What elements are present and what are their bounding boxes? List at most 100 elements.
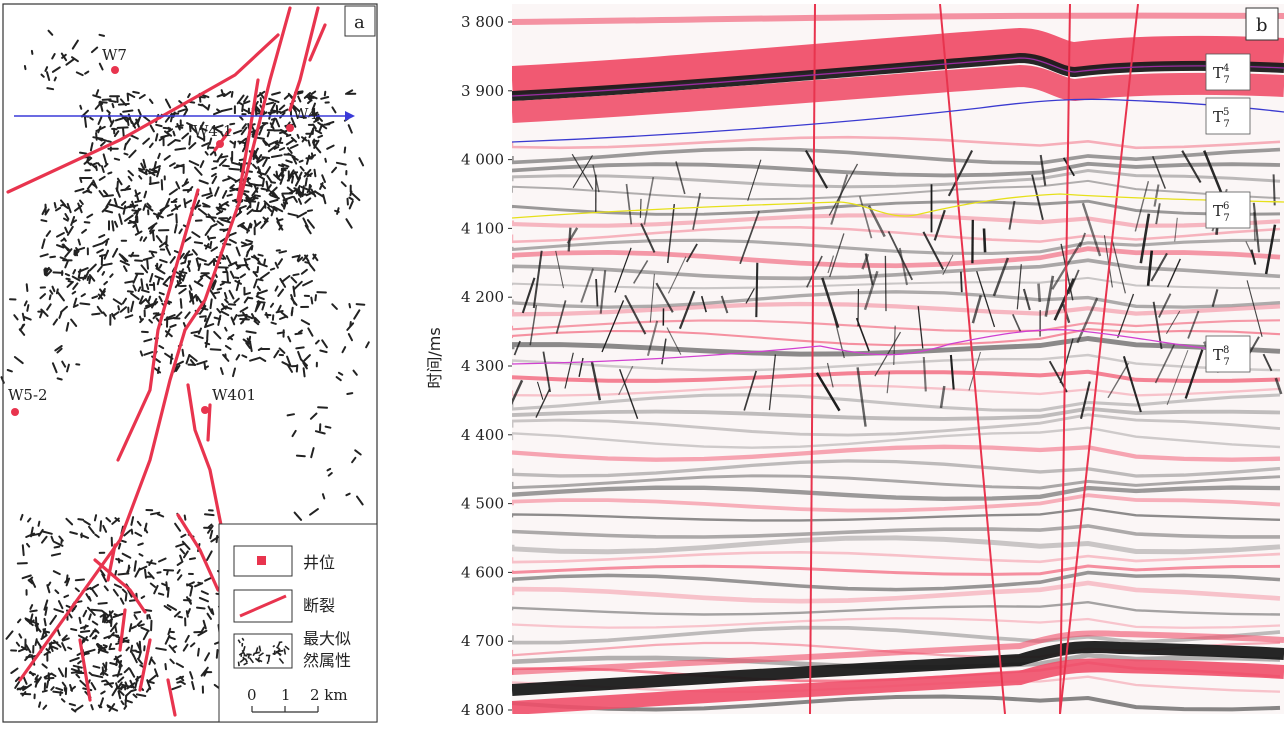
attribute-speck [166, 213, 174, 217]
fracture-trace [700, 295, 707, 313]
fracture-trace [821, 277, 840, 328]
attribute-speck [92, 665, 101, 669]
attribute-speck [238, 137, 247, 145]
attribute-speck [331, 106, 337, 114]
attribute-speck [229, 270, 235, 279]
attribute-speck [64, 578, 69, 584]
attribute-speck [91, 312, 101, 316]
attribute-speck [103, 280, 108, 286]
fracture-trace [1150, 252, 1168, 282]
attribute-speck [184, 252, 189, 264]
attribute-speck [165, 245, 171, 256]
attribute-speck [92, 136, 104, 140]
attribute-speck [244, 314, 254, 320]
attribute-speck [247, 170, 253, 173]
attribute-speck [108, 203, 116, 207]
attribute-speck [178, 228, 183, 235]
attribute-speck [347, 333, 353, 342]
attribute-speck [325, 121, 335, 126]
attribute-speck [351, 456, 357, 464]
attribute-speck [53, 639, 62, 648]
attribute-speck [174, 147, 187, 151]
attribute-speck [209, 236, 217, 240]
attribute-speck [148, 559, 153, 566]
attribute-speck [101, 573, 108, 583]
attribute-speck [241, 354, 248, 359]
attribute-speck [122, 127, 125, 138]
attribute-speck [77, 518, 85, 521]
attribute-speck [198, 179, 209, 185]
fracture-trace [1166, 350, 1189, 406]
attribute-speck [40, 73, 45, 78]
attribute-speck [207, 605, 213, 614]
fracture-trace [1062, 157, 1075, 177]
attribute-speck [156, 212, 160, 220]
attribute-speck [138, 175, 143, 180]
attribute-speck [118, 253, 127, 262]
attribute-speck [26, 304, 30, 312]
attribute-speck [270, 321, 277, 325]
horizon-label-t7-6: T6 7 [1213, 201, 1230, 224]
fracture-trace [1187, 310, 1200, 339]
attribute-speck [63, 594, 70, 599]
scale-tick: 1 [281, 686, 291, 704]
attribute-speck [69, 684, 73, 692]
reflector [512, 524, 1280, 539]
attribute-speck [155, 123, 163, 128]
fracture-trace [922, 356, 927, 392]
attribute-speck [153, 584, 159, 595]
fracture-trace [1081, 202, 1102, 257]
attribute-speck [126, 682, 136, 690]
attribute-speck [189, 586, 193, 597]
attribute-speck [321, 493, 326, 500]
attribute-speck [103, 585, 109, 592]
fracture-trace [555, 300, 567, 334]
attribute-speck [300, 319, 311, 326]
attribute-speck [65, 517, 74, 526]
attribute-speck [57, 600, 64, 610]
y-axis-title: 时间/ms [425, 327, 444, 388]
attribute-speck [103, 614, 107, 624]
attribute-speck [25, 644, 32, 654]
attribute-speck [142, 256, 153, 261]
attribute-speck [249, 223, 253, 229]
strong-reflector [512, 27, 1284, 94]
attribute-speck [349, 190, 353, 197]
attribute-speck [140, 278, 144, 290]
attribute-speck [214, 186, 220, 197]
attribute-speck [301, 136, 308, 142]
attribute-speck [245, 239, 254, 243]
attribute-speck [165, 328, 171, 338]
attribute-speck [70, 668, 80, 673]
attribute-speck [353, 309, 361, 320]
fracture-trace [590, 360, 602, 401]
horizon-t7-4 [512, 57, 1284, 97]
attribute-speck [132, 693, 138, 699]
attribute-speck [306, 172, 313, 178]
attribute-speck [297, 350, 302, 361]
attribute-speck [198, 596, 209, 603]
attribute-speck [303, 92, 312, 99]
attribute-speck [259, 271, 270, 280]
attribute-speck [125, 690, 132, 697]
attribute-speck [256, 156, 266, 164]
attribute-speck [142, 137, 150, 145]
attribute-speck [290, 306, 294, 315]
attribute-speck [204, 577, 212, 582]
reflector [512, 328, 1281, 347]
attribute-speck [137, 108, 142, 116]
attribute-speck [347, 124, 353, 134]
attribute-speck [124, 280, 134, 284]
attribute-speck [122, 109, 134, 113]
attribute-speck [168, 188, 178, 196]
attribute-speck [269, 302, 275, 308]
legend-speck [237, 639, 241, 644]
attribute-speck [134, 189, 140, 201]
attribute-speck [158, 291, 165, 296]
attribute-speck [298, 159, 304, 163]
attribute-speck [155, 267, 166, 275]
attribute-speck [187, 93, 191, 99]
fracture-trace [521, 277, 536, 314]
attribute-speck [286, 147, 293, 154]
attribute-speck [97, 162, 101, 167]
